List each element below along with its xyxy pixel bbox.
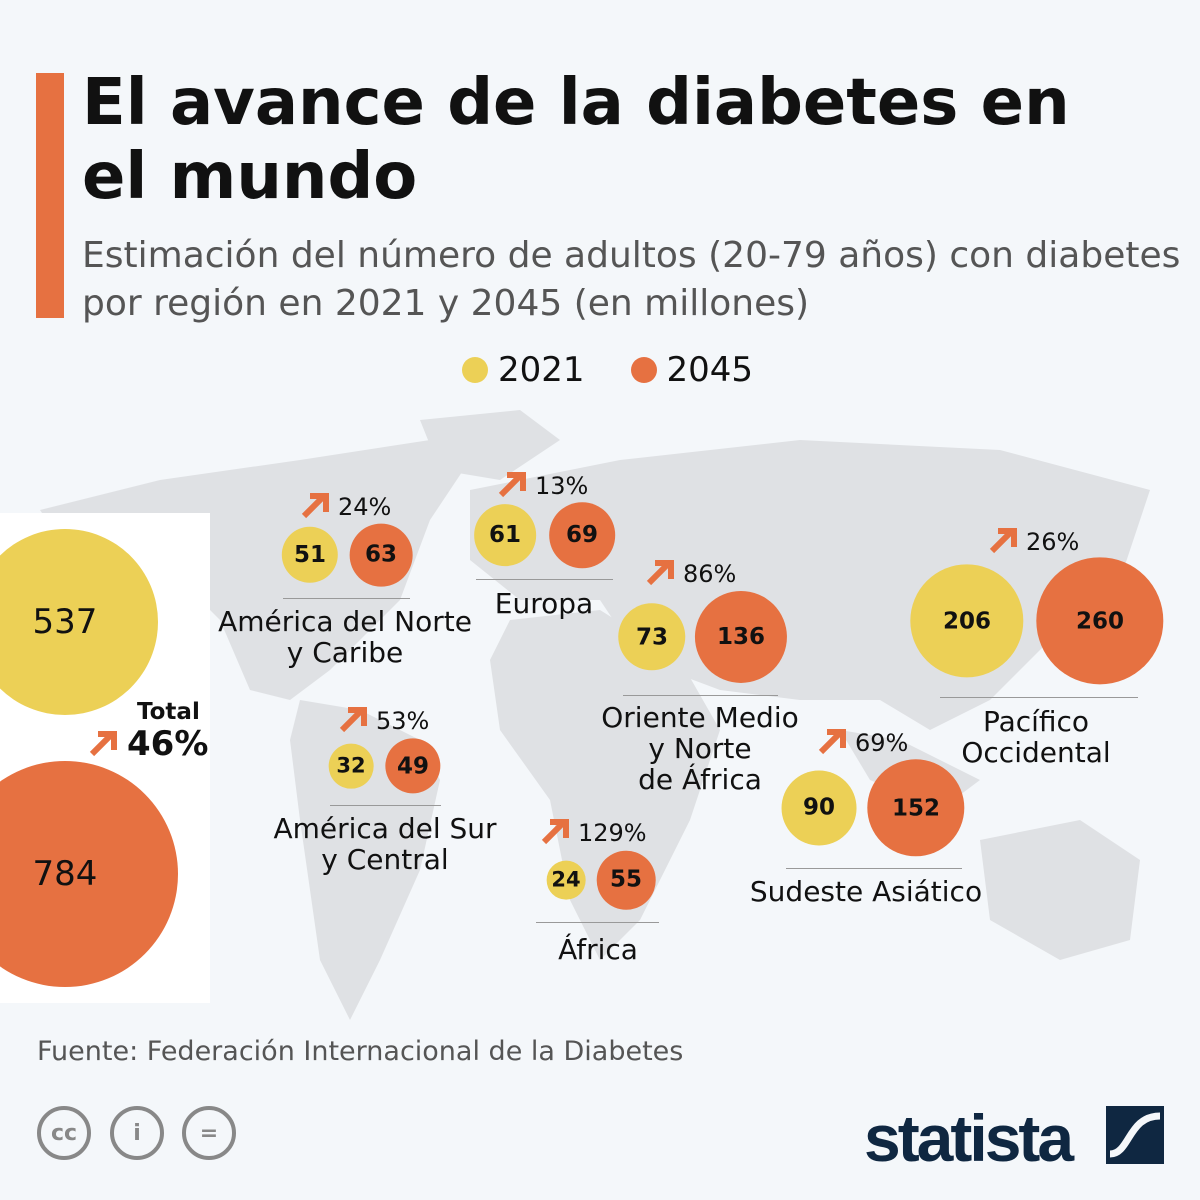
region-name: Pacífico Occidental bbox=[961, 705, 1111, 769]
increase-arrow-icon bbox=[989, 528, 1017, 554]
legend-2045-label: 2045 bbox=[666, 350, 754, 390]
region-divider bbox=[283, 598, 410, 599]
region-name: África bbox=[558, 933, 638, 966]
increase-arrow-icon bbox=[818, 729, 846, 755]
region-divider bbox=[623, 695, 778, 696]
increase-arrow-icon bbox=[646, 560, 674, 586]
region-bubble-2045: 55 bbox=[596, 850, 656, 910]
total-label: Total bbox=[137, 699, 200, 725]
region-change: 53% bbox=[376, 707, 430, 735]
total-2045-value: 784 bbox=[32, 854, 98, 894]
total-2021-bubble: 537 bbox=[0, 529, 158, 715]
increase-arrow-icon bbox=[498, 472, 526, 498]
region-name: Sudeste Asiático bbox=[749, 875, 983, 908]
legend: 2021 2045 bbox=[462, 350, 753, 390]
accent-bar bbox=[36, 73, 64, 318]
subtitle: Estimación del número de adultos (20-79 … bbox=[82, 235, 1181, 324]
region-bubble-2021: 90 bbox=[781, 770, 857, 846]
region-change: 26% bbox=[1026, 528, 1080, 556]
total-change: 46% bbox=[127, 724, 209, 764]
legend-2021-swatch bbox=[462, 357, 488, 383]
region-divider bbox=[536, 922, 659, 923]
region-change: 24% bbox=[338, 493, 392, 521]
legend-2021-label: 2021 bbox=[498, 350, 585, 390]
region-divider bbox=[476, 579, 613, 580]
region-name: Europa bbox=[494, 587, 594, 620]
increase-arrow-icon bbox=[301, 493, 329, 519]
region-change: 129% bbox=[578, 819, 647, 847]
region-bubble-2045: 136 bbox=[694, 590, 788, 684]
source-note: Fuente: Federación Internacional de la D… bbox=[37, 1036, 684, 1067]
region-bubble-2021: 61 bbox=[474, 504, 536, 566]
no-derivatives-icon[interactable]: = bbox=[182, 1106, 236, 1160]
region-bubble-2021: 73 bbox=[618, 603, 686, 671]
region-divider bbox=[786, 868, 962, 869]
statista-logo[interactable]: statista bbox=[864, 1101, 1074, 1175]
region-name: América del Norte y Caribe bbox=[218, 605, 472, 669]
increase-arrow-icon bbox=[541, 819, 569, 845]
region-divider bbox=[940, 697, 1138, 698]
region-bubble-2021: 206 bbox=[910, 564, 1024, 678]
legend-2045-swatch bbox=[630, 357, 657, 383]
total-2021-value: 537 bbox=[32, 602, 98, 642]
region-bubble-2045: 49 bbox=[385, 738, 441, 794]
region-bubble-2045: 260 bbox=[1036, 557, 1164, 685]
region-bubble-2021: 24 bbox=[546, 860, 586, 900]
total-2045-bubble: 784 bbox=[0, 761, 178, 987]
region-name: Oriente Medio y Norte de África bbox=[601, 701, 799, 796]
region-change: 13% bbox=[535, 472, 589, 500]
region-change: 86% bbox=[683, 560, 737, 588]
region-bubble-2045: 69 bbox=[549, 502, 615, 568]
page-title: El avance de la diabetes en el mundo bbox=[82, 66, 1070, 214]
cc-icon[interactable]: cc bbox=[37, 1106, 91, 1160]
region-bubble-2021: 51 bbox=[281, 526, 339, 584]
statista-logo-mark-icon bbox=[1106, 1106, 1164, 1164]
attribution-icon[interactable]: i bbox=[110, 1106, 164, 1160]
region-bubble-2045: 63 bbox=[349, 523, 413, 587]
increase-arrow-icon bbox=[339, 707, 367, 733]
region-change: 69% bbox=[855, 729, 909, 757]
region-name: América del Sur y Central bbox=[273, 812, 497, 876]
region-bubble-2021: 32 bbox=[328, 743, 374, 789]
region-bubble-2045: 152 bbox=[867, 759, 965, 857]
region-divider bbox=[330, 805, 441, 806]
total-arrow-icon bbox=[89, 731, 117, 757]
